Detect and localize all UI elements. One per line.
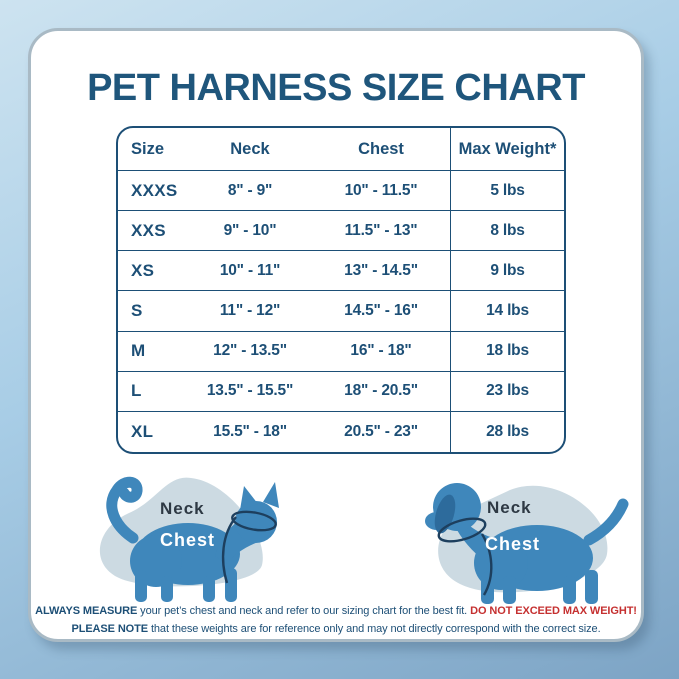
size-cell: XXS: [118, 211, 188, 252]
dog-neck-label: Neck: [487, 498, 532, 517]
neck-cell: 10" - 11": [188, 251, 312, 292]
column-header-chest: Chest: [312, 128, 450, 171]
cat-neck-label: Neck: [160, 499, 205, 518]
chest-cell: 13" - 14.5": [312, 251, 450, 292]
footer-line-2-text: that these weights are for reference onl…: [148, 622, 601, 635]
page-title: PET HARNESS SIZE CHART: [87, 67, 585, 109]
max-weight-cell: 23 lbs: [450, 371, 564, 412]
max-weight-cell: 18 lbs: [450, 331, 564, 372]
size-cell: XXXS: [118, 171, 188, 212]
size-cell: M: [118, 332, 188, 372]
neck-cell: 11" - 12": [188, 291, 312, 332]
chest-cell: 20.5" - 23": [344, 422, 418, 440]
footer-line-1: ALWAYS MEASURE your pet’s chest and neck…: [31, 603, 641, 621]
size-cell: XL: [131, 421, 154, 441]
size-cell: L: [118, 372, 188, 412]
chest-cell: 18" - 20.5": [312, 372, 450, 412]
cat-harness-lines: [221, 510, 277, 584]
max-weight-cell: 14 lbs: [450, 291, 564, 332]
neck-cell: 13.5" - 15.5": [188, 372, 312, 412]
max-weight-cell: 5 lbs: [450, 171, 564, 212]
neck-cell: 9" - 10": [188, 211, 312, 252]
footer-line-1-text: your pet’s chest and neck and refer to o…: [137, 605, 471, 617]
neck-cell: 15.5" - 18": [213, 422, 287, 440]
dog-measurement-diagram: Neck Chest: [405, 464, 645, 606]
footer-max-weight-warning: DO NOT EXCEED MAX WEIGHT!: [470, 605, 637, 617]
chest-cell: 10" - 11.5": [312, 171, 450, 212]
dog-silhouette: [425, 483, 629, 604]
max-weight-cell: 28 lbs: [450, 411, 564, 452]
column-header-neck: Neck: [188, 128, 312, 171]
footer-please-note: PLEASE NOTE: [71, 622, 148, 635]
dog-illustration: Neck Chest: [425, 483, 629, 604]
dog-chest-label: Chest: [485, 534, 540, 554]
size-chart-card: PET HARNESS SIZE CHART Size Neck Chest M…: [28, 28, 644, 642]
cat-illustration: Neck Chest: [99, 476, 279, 602]
neck-cell: 8" - 9": [188, 171, 312, 212]
size-cell: S: [118, 291, 188, 332]
column-header-max-weight: Max Weight*: [450, 128, 564, 171]
cat-chest-label: Chest: [160, 530, 215, 550]
max-weight-cell: 9 lbs: [450, 251, 564, 292]
size-table: Size Neck Chest Max Weight* XXXS 8" - 9"…: [116, 126, 566, 454]
chest-cell: 14.5" - 16": [312, 291, 450, 332]
footer-disclaimer: ALWAYS MEASURE your pet’s chest and neck…: [31, 603, 641, 638]
size-cell: XS: [118, 251, 188, 292]
measurement-diagrams: Neck Chest: [31, 464, 641, 606]
max-weight-cell: 8 lbs: [450, 211, 564, 252]
column-header-size: Size: [118, 128, 188, 171]
neck-cell: 12" - 13.5": [188, 332, 312, 372]
cat-measurement-diagram: Neck Chest: [75, 464, 315, 606]
footer-line-2: PLEASE NOTE that these weights are for r…: [31, 621, 641, 639]
dog-harness-lines: [437, 517, 493, 596]
chest-cell: 16" - 18": [312, 332, 450, 372]
footer-always-measure: ALWAYS MEASURE: [35, 605, 138, 617]
chest-cell: 11.5" - 13": [312, 211, 450, 252]
